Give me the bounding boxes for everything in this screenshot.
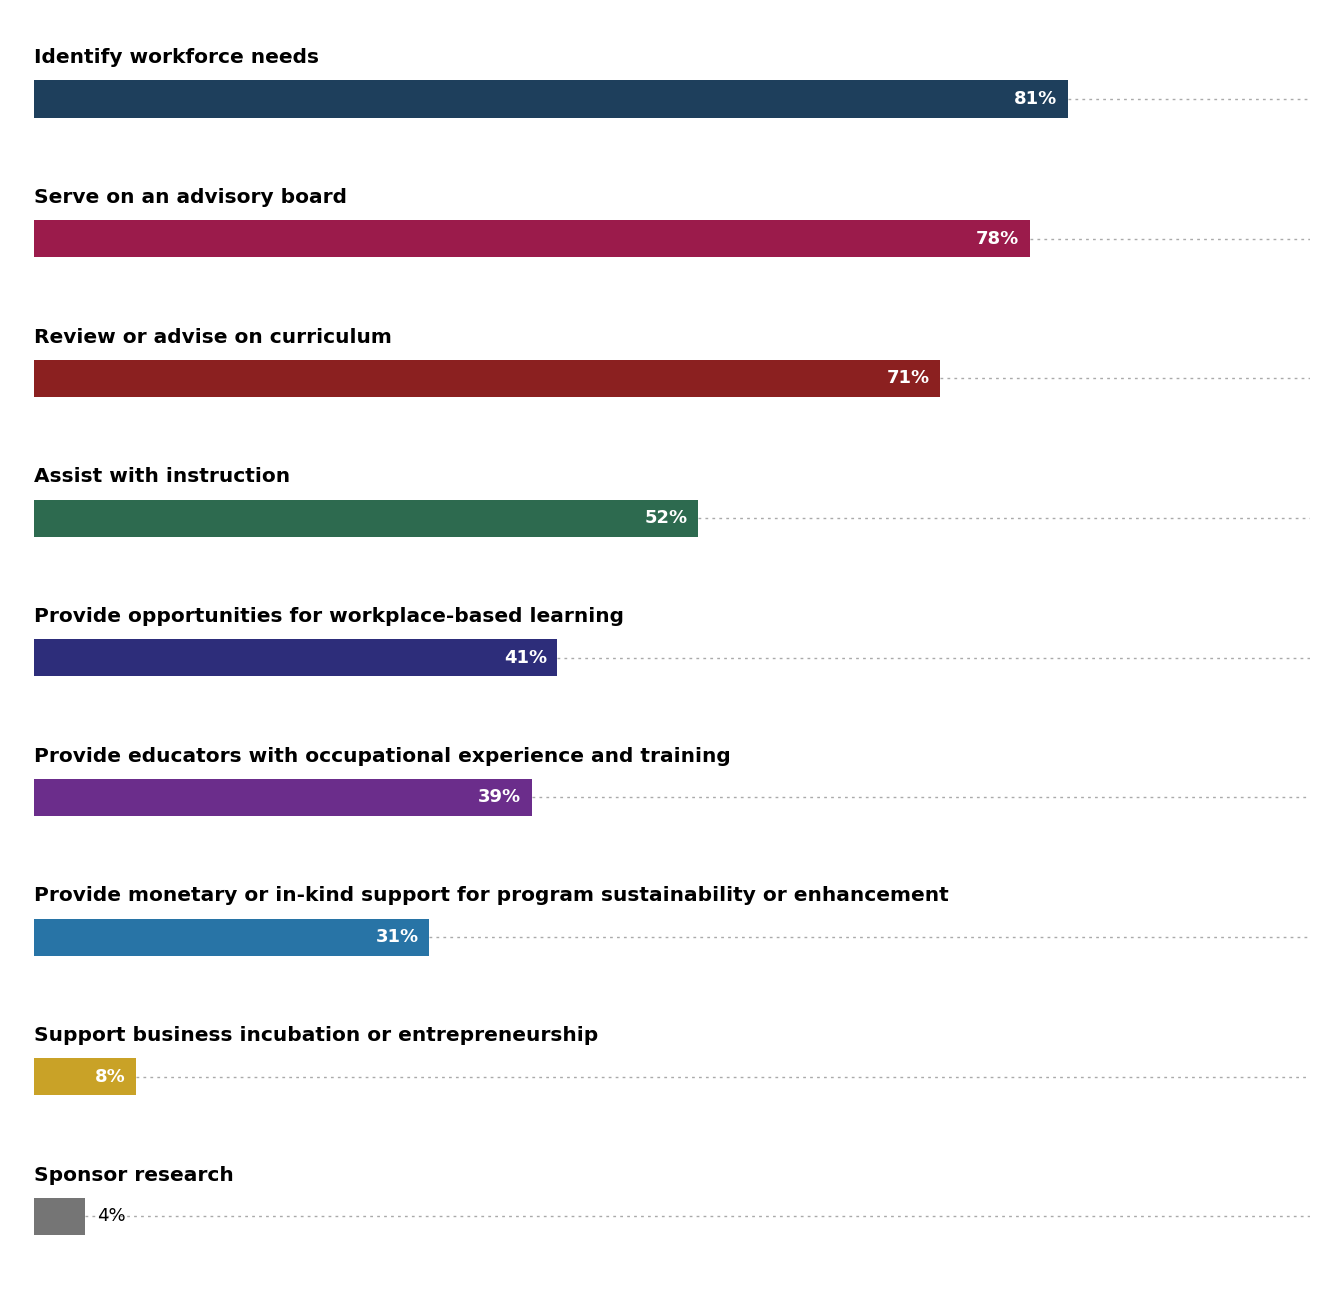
Text: Assist with instruction: Assist with instruction <box>34 468 290 486</box>
Text: Provide educators with occupational experience and training: Provide educators with occupational expe… <box>34 746 730 766</box>
Text: 39%: 39% <box>478 788 521 806</box>
Bar <box>34 360 941 397</box>
Text: 8%: 8% <box>95 1068 125 1086</box>
Text: Serve on an advisory board: Serve on an advisory board <box>34 188 347 207</box>
Text: Support business incubation or entrepreneurship: Support business incubation or entrepren… <box>34 1026 598 1045</box>
Text: 71%: 71% <box>887 369 930 388</box>
Text: 41%: 41% <box>504 649 547 666</box>
Bar <box>34 499 698 537</box>
Bar <box>34 220 1030 258</box>
Bar <box>34 80 1067 118</box>
Bar <box>34 779 532 816</box>
Text: Sponsor research: Sponsor research <box>34 1166 234 1185</box>
Text: 81%: 81% <box>1015 89 1058 108</box>
Text: 31%: 31% <box>376 928 419 946</box>
Text: 4%: 4% <box>97 1208 126 1226</box>
Text: 52%: 52% <box>644 509 687 527</box>
Bar <box>34 1198 85 1235</box>
Text: Identify workforce needs: Identify workforce needs <box>34 48 319 67</box>
Text: 78%: 78% <box>976 229 1019 248</box>
Bar <box>34 1059 136 1095</box>
Bar <box>34 919 430 955</box>
Text: Review or advise on curriculum: Review or advise on curriculum <box>34 328 391 347</box>
Text: Provide monetary or in-kind support for program sustainability or enhancement: Provide monetary or in-kind support for … <box>34 886 949 906</box>
Bar <box>34 639 558 677</box>
Text: Provide opportunities for workplace-based learning: Provide opportunities for workplace-base… <box>34 607 624 626</box>
